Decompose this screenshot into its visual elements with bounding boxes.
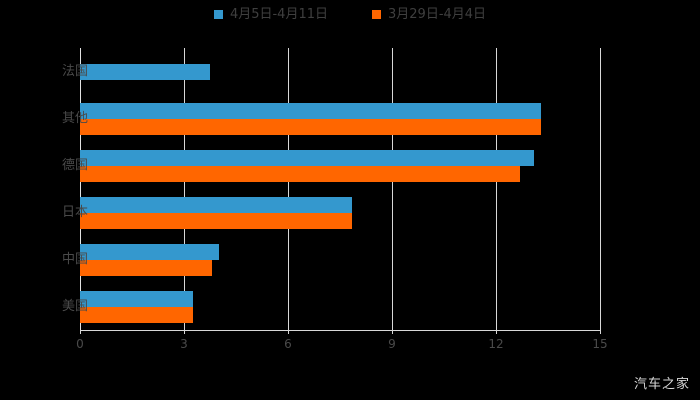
x-axis-line [80, 330, 601, 331]
bar-group [80, 189, 600, 236]
x-axis-tick-label: 15 [592, 337, 608, 351]
bar[interactable] [80, 102, 542, 119]
bar-group [80, 48, 600, 95]
legend-item[interactable]: 4月5日-4月11日 [213, 7, 328, 22]
chart-legend: 4月5日-4月11日 3月29日-4月4日 [0, 8, 700, 21]
plot-area [80, 48, 601, 330]
bar-group [80, 283, 600, 330]
x-axis-tick-mark [288, 330, 289, 334]
bar[interactable] [80, 149, 535, 166]
x-axis-tick-label: 9 [388, 337, 396, 351]
gridline [600, 48, 601, 330]
y-axis-category-label: 其他 [61, 110, 88, 126]
bar[interactable] [80, 306, 193, 323]
x-axis-tick-label: 6 [284, 337, 292, 351]
y-axis-category-label: 法国 [61, 63, 88, 79]
bar[interactable] [80, 165, 521, 182]
x-axis-tick-label: 12 [488, 337, 504, 351]
square-marker-icon [372, 10, 381, 19]
bar[interactable] [80, 63, 210, 80]
legend-item-label: 3月29日-4月4日 [388, 7, 487, 22]
x-axis-tick-mark [392, 330, 393, 334]
gridline [184, 48, 185, 330]
y-axis-category-label: 日本 [61, 204, 88, 220]
legend-item-label: 4月5日-4月11日 [229, 7, 328, 22]
square-marker-icon [213, 10, 223, 19]
x-axis-tick-mark [80, 330, 81, 334]
gridline [496, 48, 497, 330]
bar[interactable] [80, 259, 212, 276]
bar[interactable] [80, 290, 193, 307]
gridline [392, 48, 393, 330]
y-axis-category-label: 德国 [61, 157, 88, 173]
bar-group [80, 236, 600, 283]
watermark: 汽车之家 [633, 377, 690, 392]
x-axis-tick-mark [496, 330, 497, 334]
x-axis-tick-mark [184, 330, 185, 334]
bar[interactable] [80, 196, 353, 213]
bar-group [80, 142, 600, 189]
y-axis-line [80, 48, 81, 330]
bar[interactable] [80, 243, 219, 260]
bar[interactable] [80, 212, 353, 229]
legend-item[interactable]: 3月29日-4月4日 [372, 8, 486, 21]
y-axis-category-label: 中国 [61, 251, 88, 267]
x-axis-tick-label: 0 [76, 337, 84, 351]
gridline [288, 48, 289, 330]
bar-group [80, 95, 600, 142]
x-axis-tick-label: 3 [180, 337, 188, 351]
y-axis-category-label: 美国 [61, 298, 88, 314]
bar[interactable] [80, 118, 542, 135]
x-axis-tick-mark [600, 330, 601, 334]
